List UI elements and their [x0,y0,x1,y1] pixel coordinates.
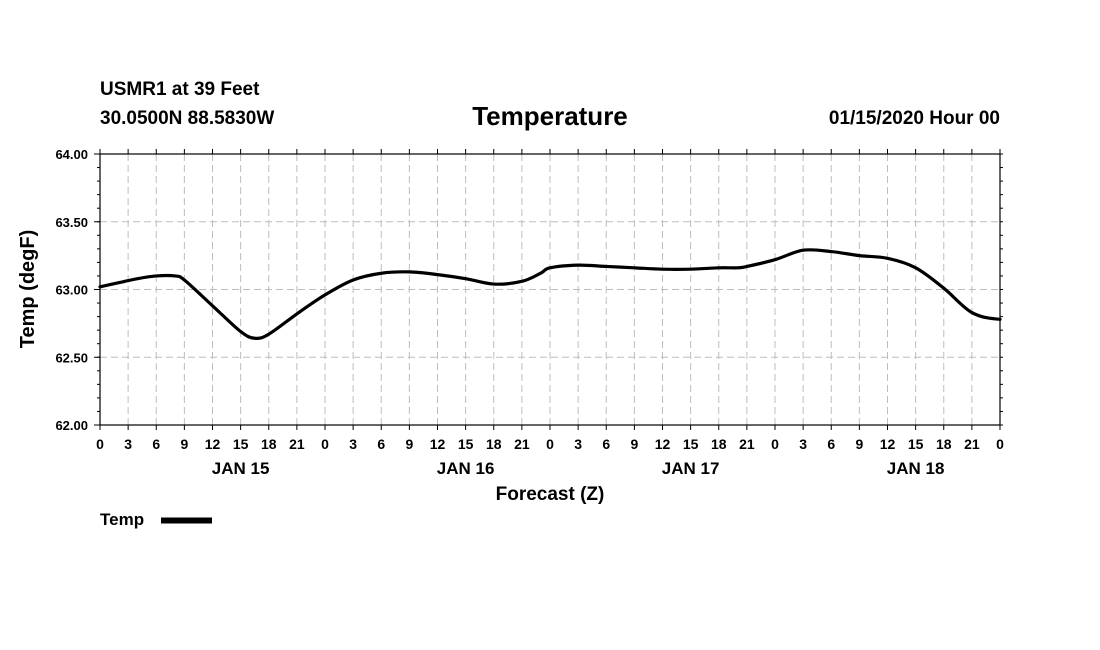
run-label: 01/15/2020 Hour 00 [829,108,1000,129]
x-tick-label: 9 [405,436,413,452]
x-tick-label: 6 [377,436,385,452]
x-tick-label: 15 [908,436,924,452]
x-tick-label: 12 [205,436,221,452]
grid-lines [100,154,1000,425]
legend-label: Temp [100,510,144,529]
x-tick-label: 3 [799,436,807,452]
x-tick-label: 0 [546,436,554,452]
x-tick-label: 15 [458,436,474,452]
chart-title: Temperature [472,101,628,131]
x-tick-label: 0 [96,436,104,452]
x-tick-label: 21 [964,436,980,452]
y-tick-label: 64.00 [55,147,88,162]
x-tick-label: 0 [771,436,779,452]
y-tick-label: 62.00 [55,418,88,433]
x-tick-label: 12 [430,436,446,452]
day-label: JAN 16 [437,459,495,478]
x-tick-label: 6 [827,436,835,452]
x-tick-label: 15 [683,436,699,452]
x-tick-label: 0 [996,436,1004,452]
y-tick-label: 62.50 [55,350,88,365]
x-tick-label: 18 [711,436,727,452]
y-tick-labels: 62.00 62.50 63.00 63.50 64.00 [55,147,88,433]
x-tick-label: 21 [739,436,755,452]
coordinates-label: 30.0500N 88.5830W [100,108,274,129]
day-labels: JAN 15 JAN 16 JAN 17 JAN 18 [212,459,945,478]
y-axis-label: Temp (degF) [17,230,39,349]
x-axis-label: Forecast (Z) [496,484,605,505]
x-tick-label: 0 [321,436,329,452]
station-label: USMR1 at 39 Feet [100,79,260,100]
day-label: JAN 18 [887,459,945,478]
x-tick-label: 12 [880,436,896,452]
x-tick-label: 9 [855,436,863,452]
x-tick-label: 18 [936,436,952,452]
day-label: JAN 15 [212,459,270,478]
x-tick-label: 6 [602,436,610,452]
x-tick-label: 3 [574,436,582,452]
x-tick-label: 12 [655,436,671,452]
x-tick-labels: 0 3 6 9 12 15 18 21 0 3 6 9 12 15 18 21 0 3 6 9 12 15 18 21 0 3 6 9… [96,436,1004,452]
x-tick-label: 6 [152,436,160,452]
series-lines [98,248,1002,341]
x-tick-label: 18 [261,436,277,452]
x-tick-label: 3 [124,436,132,452]
x-tick-label: 3 [349,436,357,452]
x-tick-label: 21 [514,436,530,452]
temp-series-line [98,248,1002,341]
day-label: JAN 17 [662,459,720,478]
y-tick-label: 63.50 [55,215,88,230]
x-tick-label: 15 [233,436,249,452]
y-tick-label: 63.00 [55,283,88,298]
plot-frame [99,153,1001,426]
x-tick-label: 9 [180,436,188,452]
x-tick-label: 18 [486,436,502,452]
x-tick-label: 9 [630,436,638,452]
x-tick-label: 21 [289,436,305,452]
axis-ticks [94,149,1003,430]
